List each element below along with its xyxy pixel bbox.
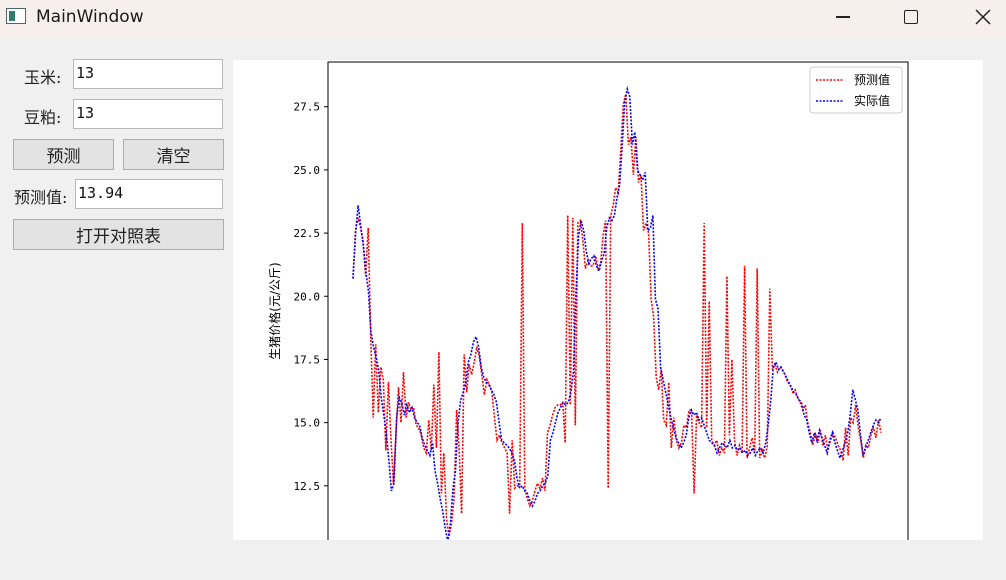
y-axis-label: 生猪价格(元/公斤)	[267, 262, 282, 359]
maximize-icon	[904, 10, 918, 24]
plot-canvas: 10.012.515.017.520.022.525.027.5生猪价格(元/公…	[233, 60, 983, 540]
y-tick-label: 25.0	[294, 164, 321, 177]
close-icon	[975, 9, 991, 25]
legend-box	[809, 66, 903, 114]
y-tick-label: 17.5	[294, 353, 321, 366]
clear-button[interactable]: 清空	[123, 139, 224, 170]
y-tick-label: 27.5	[294, 101, 321, 114]
legend-label: 预测值	[854, 72, 890, 87]
soybean-meal-label: 豆粕:	[24, 108, 62, 127]
minimize-button[interactable]	[820, 0, 866, 34]
soybean-meal-input[interactable]: 13	[73, 99, 223, 129]
prediction-output[interactable]: 13.94	[75, 179, 223, 209]
series-line-actual	[352, 85, 882, 540]
title-bar: MainWindow	[0, 0, 1006, 38]
window-title: MainWindow	[36, 7, 144, 27]
predict-button[interactable]: 预测	[13, 139, 114, 170]
corn-input[interactable]: 13	[73, 59, 223, 89]
y-tick-label: 20.0	[294, 290, 321, 303]
maximize-button[interactable]	[888, 0, 934, 34]
y-tick-label: 15.0	[294, 417, 321, 430]
app-icon	[6, 8, 26, 24]
prediction-label: 预测值:	[14, 188, 68, 207]
legend-label: 实际值	[854, 93, 890, 108]
corn-label: 玉米:	[24, 68, 62, 87]
close-button[interactable]	[960, 0, 1006, 34]
open-table-button[interactable]: 打开对照表	[13, 219, 224, 250]
y-tick-label: 12.5	[294, 480, 321, 493]
plot-frame	[327, 61, 909, 540]
minimize-icon	[836, 16, 850, 18]
price-chart: 10.012.515.017.520.022.525.027.5生猪价格(元/公…	[267, 61, 909, 540]
y-tick-label: 22.5	[294, 227, 321, 240]
